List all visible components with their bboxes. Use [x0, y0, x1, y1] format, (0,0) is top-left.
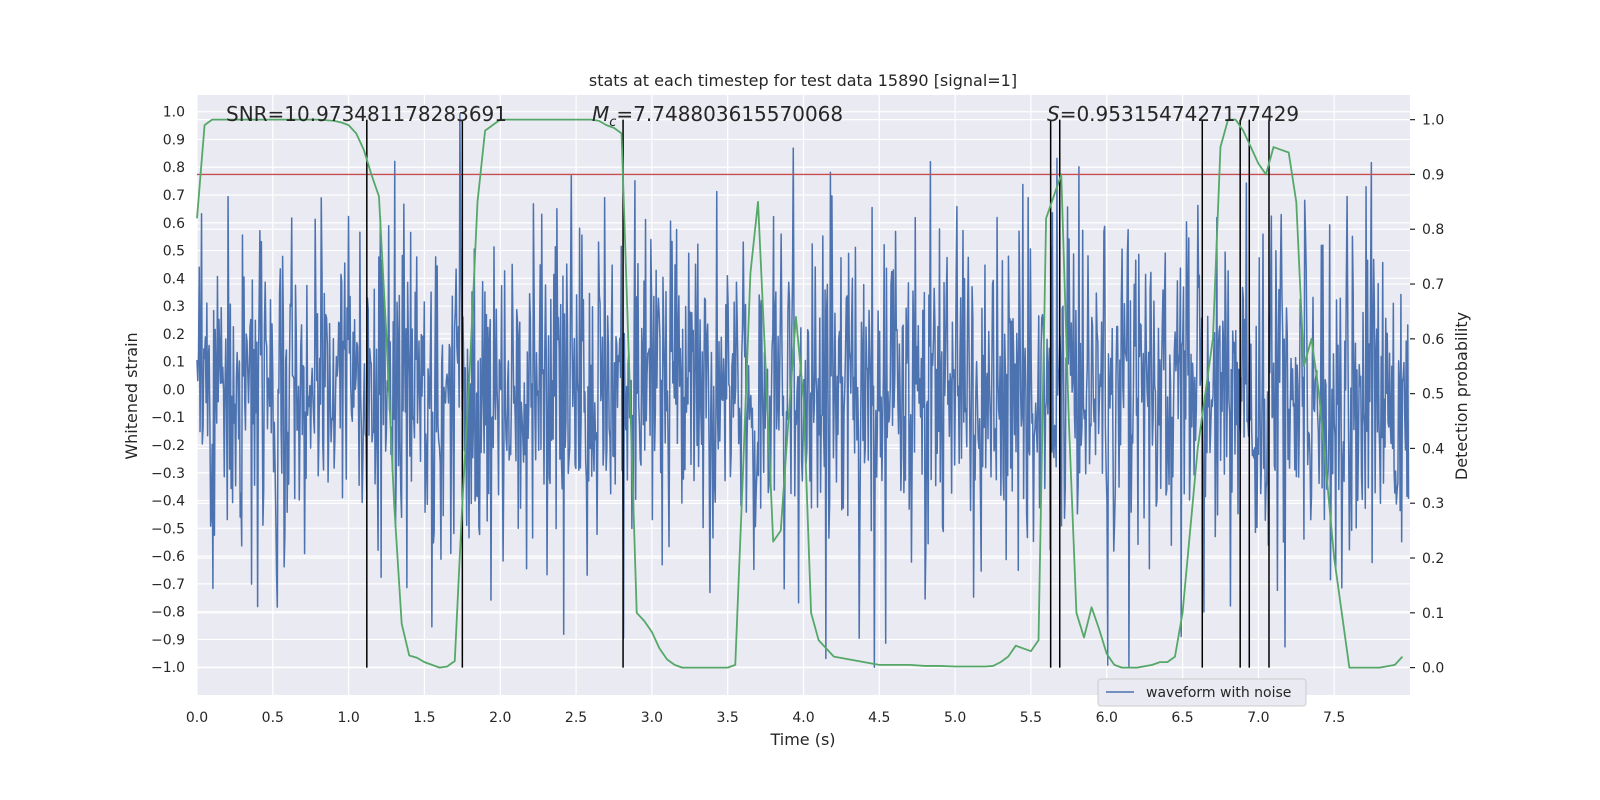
chirp-mass-subscript: c	[609, 115, 616, 130]
y-tick-label: 0.6	[163, 216, 185, 232]
s-annotation: S=0.9531547427177429	[1047, 102, 1299, 126]
x-tick-label: 7.0	[1247, 710, 1269, 726]
y-axis-right-label: Detection probability	[1452, 312, 1471, 480]
chirp-mass-annotation: Mc=7.748803615570068	[592, 102, 843, 130]
y-right-tick-labels: 0.0 0.1 0.2 0.3 0.4 0.5 0.6 0.7 0.8 0.9 1.0	[1410, 113, 1444, 677]
x-tick-label: 0.0	[186, 710, 208, 726]
y-tick-labels: −1.0 −0.9 −0.8 −0.7 −0.6 −0.5 −0.4 −0.3 −0.2 −0.1…	[151, 105, 185, 677]
y-right-tick-label: 0.7	[1422, 277, 1444, 293]
x-tick-label: 3.0	[641, 710, 663, 726]
x-tick-label: 1.5	[413, 710, 435, 726]
y-tick-label: 0.9	[163, 132, 185, 148]
y-tick-label: 0.7	[163, 188, 185, 204]
y-tick-label: −0.9	[151, 632, 185, 648]
y-tick-label: −1.0	[151, 660, 185, 676]
chirp-mass-symbol: M	[592, 102, 609, 126]
waveform-line	[196, 113, 1410, 668]
y-right-tick-label: 0.0	[1422, 661, 1444, 677]
y-tick-label: −0.7	[151, 577, 185, 593]
chart-title: stats at each timestep for test data 158…	[589, 71, 1017, 90]
detection-probability-series	[196, 118, 1404, 669]
x-tick-label: 4.0	[792, 710, 814, 726]
y-tick-label: −0.8	[151, 605, 185, 621]
y-right-tick-label: 0.9	[1422, 167, 1444, 183]
y-tick-label: 0.4	[163, 271, 185, 287]
x-tick-label: 6.5	[1171, 710, 1193, 726]
x-tick-labels: 0.0 0.5 1.0 1.5 2.0 2.5 3.0 3.5 4.0 4.5 5.0 5.5 6.0 6…	[186, 710, 1345, 726]
x-tick-label: 3.5	[717, 710, 739, 726]
y-tick-label: 0.0	[163, 382, 185, 398]
x-tick-label: 1.0	[337, 710, 359, 726]
s-symbol: S	[1047, 102, 1060, 126]
x-tick-label: 5.0	[944, 710, 966, 726]
y-tick-label: 0.3	[163, 299, 185, 315]
chirp-mass-value: =7.748803615570068	[616, 102, 843, 126]
x-tick-label: 4.5	[868, 710, 890, 726]
probability-line	[196, 118, 1404, 669]
x-tick-label: 2.0	[489, 710, 511, 726]
vertical-markers	[366, 119, 1270, 668]
y-tick-label: −0.1	[151, 410, 185, 426]
x-tick-label: 2.5	[565, 710, 587, 726]
x-tick-label: 7.5	[1323, 710, 1345, 726]
legend: waveform with noise	[1097, 678, 1307, 707]
y-tick-label: 0.1	[163, 355, 185, 371]
y-tick-label: 0.5	[163, 244, 185, 260]
y-tick-label: −0.2	[151, 438, 185, 454]
y-right-tick-label: 0.6	[1422, 332, 1444, 348]
legend-label: waveform with noise	[1146, 685, 1291, 701]
waveform-series	[196, 113, 1410, 668]
y-tick-label: −0.6	[151, 549, 185, 565]
y-right-tick-label: 0.3	[1422, 496, 1444, 512]
y-tick-label: −0.3	[151, 466, 185, 482]
y-tick-label: −0.5	[151, 521, 185, 537]
x-tick-label: 0.5	[262, 710, 284, 726]
y-right-tick-label: 0.4	[1422, 441, 1444, 457]
y-right-tick-label: 0.8	[1422, 222, 1444, 238]
y-tick-label: 0.2	[163, 327, 185, 343]
y-tick-label: 1.0	[163, 105, 185, 121]
legend-box	[1097, 678, 1307, 707]
y-right-tick-label: 0.2	[1422, 551, 1444, 567]
y-right-tick-label: 1.0	[1422, 113, 1444, 129]
x-tick-label: 5.5	[1020, 710, 1042, 726]
s-value: =0.9531547427177429	[1060, 102, 1299, 126]
snr-annotation: SNR=10.973481178283691	[226, 102, 507, 126]
y-right-tick-label: 0.1	[1422, 606, 1444, 622]
y-axis-label: Whitened strain	[122, 332, 141, 459]
x-tick-label: 6.0	[1096, 710, 1118, 726]
x-axis-label: Time (s)	[769, 730, 835, 749]
y-tick-label: 0.8	[163, 160, 185, 176]
y-tick-label: −0.4	[151, 494, 185, 510]
y-right-tick-label: 0.5	[1422, 387, 1444, 403]
